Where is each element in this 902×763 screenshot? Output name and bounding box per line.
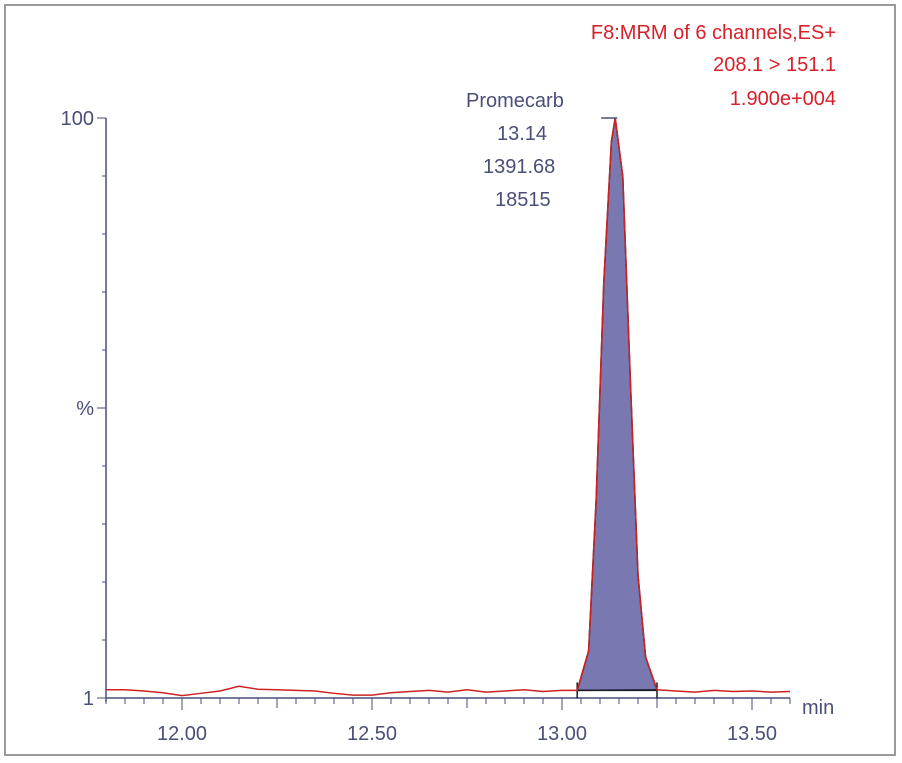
trace-line <box>106 117 791 697</box>
chart-frame: 100% 1 12.00 12.50 13.00 13.50 min F8:MRM of 6… <box>4 4 896 756</box>
x-unit-label: min <box>802 697 834 719</box>
x-tick-label: 13.00 <box>537 723 587 745</box>
axes <box>105 118 790 702</box>
y-tick-label: % <box>76 398 94 420</box>
header-line-2: 208.1 > 151.1 <box>713 54 836 76</box>
peak-label-height: 18515 <box>495 189 551 211</box>
peak-area <box>576 117 659 692</box>
x-tick-label: 13.50 <box>727 723 777 745</box>
peak-label-rt: 13.14 <box>497 123 548 145</box>
x-tick-label: 12.50 <box>347 723 397 745</box>
y-tick-label: 100 <box>61 108 94 130</box>
trace-layer <box>106 117 791 699</box>
peak-label-area: 1391.68 <box>483 156 556 178</box>
y-tick-label: 1 <box>83 688 94 710</box>
x-tick-label: 12.00 <box>157 723 207 745</box>
header-line-1: F8:MRM of 6 channels,ES+ <box>590 22 836 44</box>
header-line-3: 1.900e+004 <box>729 88 836 110</box>
peak-label-name: Promecarb <box>466 90 564 112</box>
chromatogram-plot: 100% 1 12.00 12.50 13.00 13.50 min <box>61 108 835 745</box>
axis-ticks: 100% 1 12.00 12.50 13.00 13.50 min <box>61 108 835 745</box>
